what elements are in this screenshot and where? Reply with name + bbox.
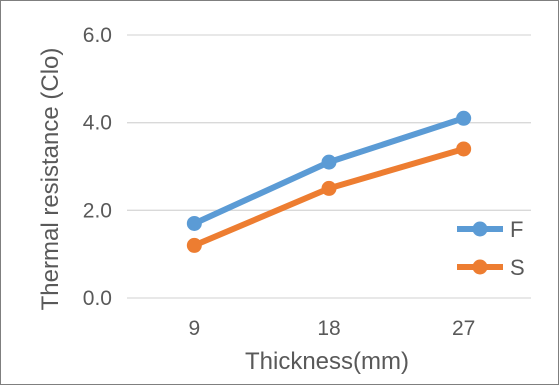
x-tick-label-2: 27	[452, 317, 475, 340]
legend-label-F: F	[510, 217, 523, 242]
y-axis-title: Thermal resistance (Clo)	[37, 48, 64, 311]
data-point-F-0	[186, 215, 202, 231]
series-lines	[186, 110, 472, 253]
x-axis-title: Thickness(mm)	[245, 348, 409, 375]
data-point-S-1	[321, 180, 337, 196]
y-tick-label-3: 6.0	[83, 24, 112, 47]
data-point-S-0	[186, 237, 202, 253]
x-tick-label-1: 18	[317, 317, 340, 340]
data-point-F-1	[321, 154, 337, 170]
legend-marker-F	[472, 221, 488, 237]
data-point-S-2	[456, 141, 472, 157]
y-tick-label-2: 4.0	[83, 112, 112, 135]
y-axis-tick-labels: 0.0 2.0 4.0 6.0	[83, 24, 112, 310]
legend-label-S: S	[510, 255, 525, 280]
data-point-F-2	[456, 110, 472, 126]
gridlines	[127, 34, 531, 299]
legend-item-F: F	[457, 217, 523, 242]
legend-marker-S	[472, 259, 488, 275]
series-F	[186, 110, 472, 231]
y-tick-label-1: 2.0	[83, 199, 112, 222]
series-line-F	[191, 115, 467, 227]
legend-item-S: S	[457, 255, 525, 280]
x-tick-label-0: 9	[188, 317, 200, 340]
x-axis-tick-labels: 9 18 27	[188, 317, 475, 340]
legend: FS	[457, 217, 525, 280]
y-tick-label-0: 0.0	[83, 287, 112, 310]
series-S	[186, 141, 472, 253]
